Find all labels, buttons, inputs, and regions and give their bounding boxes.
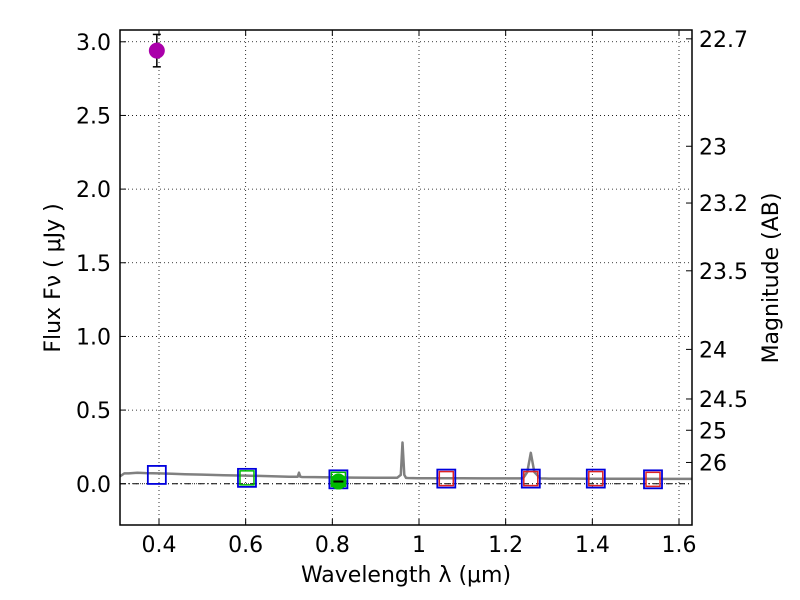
model-marker xyxy=(643,469,663,490)
model-marker xyxy=(237,467,257,488)
model-marker xyxy=(585,468,606,489)
model-marker xyxy=(146,465,167,485)
x-axis-label: Wavelength λ (μm) xyxy=(301,563,511,588)
right-tick-label: 23.2 xyxy=(699,192,748,217)
model-inner-marker xyxy=(523,470,539,487)
x-tick-label: 1 xyxy=(412,533,426,558)
right-axis-ticks: 22.7 23 23.2 23.5 24 24.5 25 26 xyxy=(686,28,748,476)
right-tick-label: 24 xyxy=(699,338,727,363)
x-axis-ticks: 0.4 0.6 0.8 1 1.2 1.4 1.6 xyxy=(142,30,697,558)
model-marker xyxy=(436,468,457,489)
right-tick-label: 24.5 xyxy=(699,388,748,413)
right-tick-label: 25 xyxy=(699,419,727,444)
model-marker xyxy=(520,468,541,489)
grid-lines xyxy=(120,30,692,525)
right-tick-label: 23.5 xyxy=(699,260,748,285)
right-tick-label: 26 xyxy=(699,451,727,476)
y-tick-label: 2.0 xyxy=(76,178,111,203)
x-tick-label: 1.4 xyxy=(575,533,610,558)
observed-photometry-series xyxy=(148,33,347,490)
x-tick-label: 0.4 xyxy=(142,533,177,558)
right-tick-label: 23 xyxy=(699,135,727,160)
model-photometry-series xyxy=(146,465,663,490)
y-axis-label: Flux Fν ( μJy ) xyxy=(41,203,66,352)
model-inner-marker xyxy=(588,470,604,487)
spectrum-line xyxy=(119,441,692,481)
y-tick-label: 0.0 xyxy=(76,473,111,498)
x-tick-label: 1.6 xyxy=(662,533,697,558)
y-tick-label: 0.5 xyxy=(76,399,111,424)
x-tick-label: 0.8 xyxy=(315,533,350,558)
spectrum-series xyxy=(119,441,692,481)
observed-marker xyxy=(148,42,165,59)
y-tick-label: 1.0 xyxy=(76,325,111,350)
y-tick-label: 1.5 xyxy=(76,252,111,277)
model-inner-marker xyxy=(239,470,255,486)
x-tick-label: 0.6 xyxy=(228,533,263,558)
right-tick-label: 22.7 xyxy=(699,28,748,53)
y-tick-label: 2.5 xyxy=(76,104,111,129)
x-tick-label: 1.2 xyxy=(488,533,523,558)
right-axis-label: Magnitude (AB) xyxy=(759,193,784,364)
plot-frame xyxy=(119,29,693,526)
model-inner-marker xyxy=(438,470,455,487)
y-tick-label: 3.0 xyxy=(76,31,111,56)
model-inner-marker xyxy=(645,471,661,488)
y-axis-ticks: 0.0 0.5 1.0 1.5 2.0 2.5 3.0 xyxy=(76,31,126,498)
